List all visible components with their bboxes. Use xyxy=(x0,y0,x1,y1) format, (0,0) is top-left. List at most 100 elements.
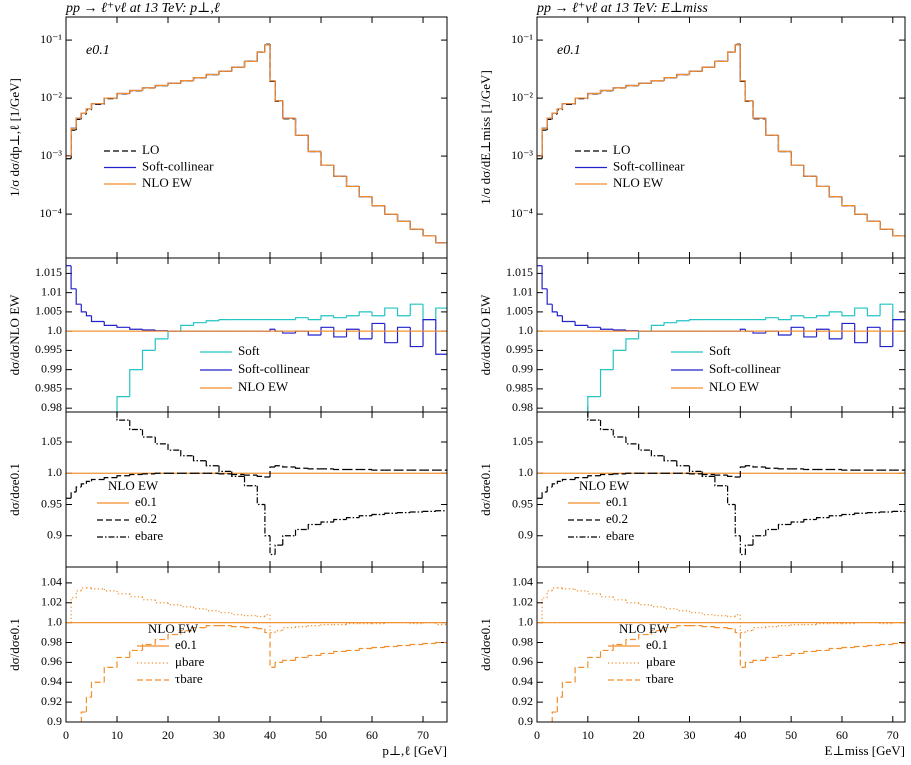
histogram-step xyxy=(551,483,558,487)
histogram-step xyxy=(841,196,855,207)
histogram-step xyxy=(541,127,548,157)
y-axis-label: 1/σ dσ/dp⊥,ℓ [1/GeV] xyxy=(7,78,22,197)
y-tick-label: 1.005 xyxy=(506,304,533,318)
histogram-step xyxy=(727,51,736,62)
legend-label: NLO EW xyxy=(613,175,664,190)
histogram-step xyxy=(752,100,766,119)
histogram-step xyxy=(116,412,130,421)
legend-label: Soft-collinear xyxy=(613,158,685,173)
histogram-step xyxy=(231,625,245,628)
histogram-step xyxy=(854,323,868,344)
histogram-step xyxy=(80,483,87,487)
histogram-step xyxy=(638,602,652,606)
y-tick-label: 1.015 xyxy=(506,265,533,279)
x-tick-label: 70 xyxy=(887,728,899,742)
histogram-step xyxy=(231,471,245,477)
histogram-step xyxy=(243,614,258,617)
histogram-step xyxy=(358,515,373,518)
histogram-step xyxy=(663,606,677,610)
histogram-step xyxy=(422,510,436,512)
histogram-step xyxy=(129,369,143,397)
x-tick-label: 50 xyxy=(315,728,327,742)
histogram-step xyxy=(409,303,424,316)
legend-label: Soft-collinear xyxy=(709,361,781,376)
histogram-step xyxy=(129,89,143,94)
histogram-step xyxy=(561,681,576,698)
histogram-step xyxy=(205,460,220,467)
histogram-step xyxy=(409,221,424,230)
histogram-step xyxy=(676,460,690,467)
histogram-step xyxy=(103,477,118,480)
histogram-step xyxy=(384,512,398,515)
histogram-step xyxy=(688,70,703,75)
histogram-step xyxy=(154,84,169,88)
histogram-step xyxy=(790,315,804,320)
histogram-step xyxy=(396,214,411,222)
histogram-step xyxy=(551,587,558,591)
histogram-step xyxy=(167,82,181,86)
histogram-step xyxy=(264,614,271,617)
y-axis-label: dσ/dσe0.1 xyxy=(478,463,493,516)
histogram-step xyxy=(422,622,436,624)
y-tick-label: 1.02 xyxy=(41,595,62,609)
histogram-step xyxy=(345,315,360,318)
y-tick-label: 0.96 xyxy=(41,654,62,668)
histogram-step xyxy=(727,475,736,477)
histogram-step xyxy=(80,112,87,119)
histogram-step xyxy=(587,656,601,668)
y-tick-label: 0.99 xyxy=(512,361,533,375)
plot-area xyxy=(66,412,447,556)
histogram-step xyxy=(409,511,424,513)
y-tick-label: 0.92 xyxy=(512,694,533,708)
histogram-step xyxy=(307,468,322,470)
legend-label: ebare xyxy=(135,528,163,543)
histogram-step xyxy=(231,66,245,72)
histogram-step xyxy=(879,327,893,348)
histogram-step xyxy=(282,535,296,546)
histogram-step xyxy=(90,315,105,323)
histogram-step xyxy=(358,311,373,316)
legend-label: LO xyxy=(142,142,159,157)
histogram-step xyxy=(218,465,232,472)
histogram-step xyxy=(556,311,563,317)
histogram-step xyxy=(727,615,736,618)
panel: 10⁻¹ 10⁻² 10⁻³ 10⁻⁴ pp → ℓ⁺νℓ at 13 TeV: p⊥,… xyxy=(7,1,448,259)
histogram-step xyxy=(80,587,87,591)
histogram-step xyxy=(180,629,194,635)
histogram-step xyxy=(663,322,677,326)
histogram-step xyxy=(116,325,130,328)
histogram-step xyxy=(103,321,118,326)
histogram-step xyxy=(358,647,373,651)
histogram-step xyxy=(218,610,232,614)
histogram-step xyxy=(752,465,766,468)
histogram-step xyxy=(803,650,817,654)
histogram-step xyxy=(243,476,258,487)
histogram-step xyxy=(307,523,322,530)
histogram-step xyxy=(744,544,754,555)
legend-label: Soft-collinear xyxy=(142,158,214,173)
histogram-step xyxy=(734,628,741,634)
y-tick-label: 1.05 xyxy=(41,434,62,448)
histogram-step xyxy=(854,645,868,648)
histogram-step xyxy=(435,622,447,626)
histogram-step xyxy=(129,649,143,658)
histogram-step xyxy=(744,465,754,467)
histogram-step xyxy=(714,60,728,68)
histogram-step xyxy=(231,612,245,616)
histogram-step xyxy=(599,327,614,330)
histogram-step xyxy=(803,327,817,338)
histogram-step xyxy=(70,597,77,623)
y-tick-label: 1.015 xyxy=(35,265,62,279)
histogram-step xyxy=(765,626,779,628)
histogram-step xyxy=(765,118,779,136)
histogram-step xyxy=(854,512,868,515)
histogram-step xyxy=(80,304,87,313)
histogram-step xyxy=(90,681,105,698)
legend-label: ebare xyxy=(606,528,634,543)
annotation: e0.1 xyxy=(557,43,581,58)
histogram-step xyxy=(828,311,842,316)
annotation: e0.1 xyxy=(86,43,110,58)
histogram-step xyxy=(396,644,411,647)
y-axis-label: dσ/dσe0.1 xyxy=(478,618,493,671)
